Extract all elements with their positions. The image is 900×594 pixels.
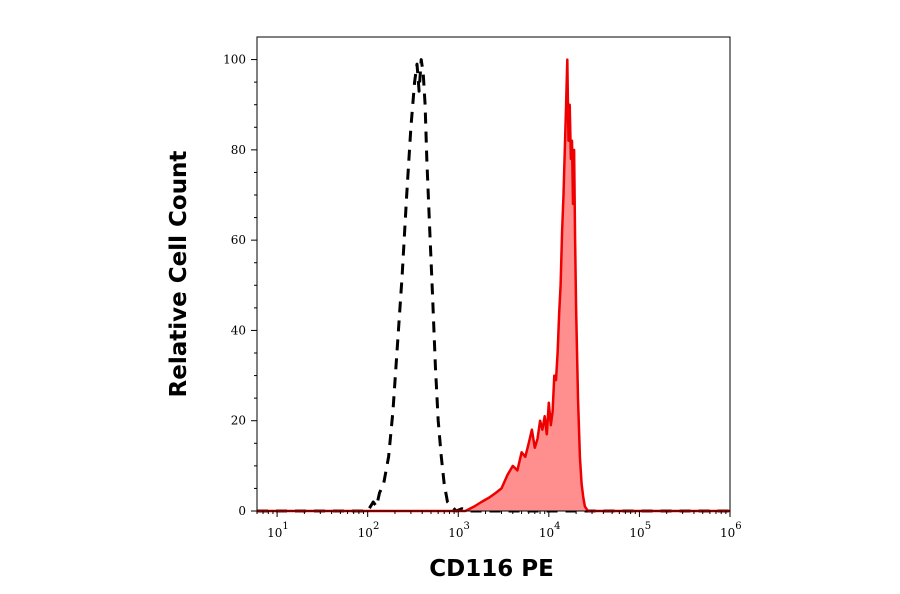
x-tick-exp-5: 6 [735, 521, 741, 532]
y-tick-label-0: 0 [238, 504, 246, 518]
x-tick-label-1: 102 [358, 521, 380, 540]
series-0-line [257, 58, 730, 513]
x-tick-exp-0: 1 [282, 521, 288, 532]
y-tick-label-2: 40 [231, 323, 246, 337]
x-tick-exp-1: 2 [373, 521, 379, 532]
y-tick-label-4: 80 [231, 143, 246, 157]
y-tick-label-5: 100 [223, 53, 246, 67]
y-tick-label-1: 20 [231, 414, 246, 428]
x-tick-label-0: 101 [267, 521, 289, 540]
x-tick-label-2: 103 [448, 521, 470, 540]
x-tick-label-3: 104 [539, 521, 561, 540]
series-layer [257, 58, 730, 513]
x-tick-exp-2: 3 [464, 521, 470, 532]
y-tick-label-3: 60 [231, 233, 246, 247]
y-axis-title: Relative Cell Count [166, 151, 192, 398]
x-tick-label-4: 105 [629, 521, 651, 540]
x-axis-title: CD116 PE [429, 556, 554, 582]
series-1-fill [257, 59, 730, 511]
x-tick-exp-4: 5 [645, 521, 651, 532]
plot-frame [256, 36, 731, 512]
series-1-line [257, 58, 730, 513]
axes-layer: 101 102 103 104 105 106 0 20 40 60 80 100 [223, 53, 742, 540]
x-tick-exp-3: 4 [554, 521, 560, 532]
x-tick-label-5: 106 [720, 521, 742, 540]
